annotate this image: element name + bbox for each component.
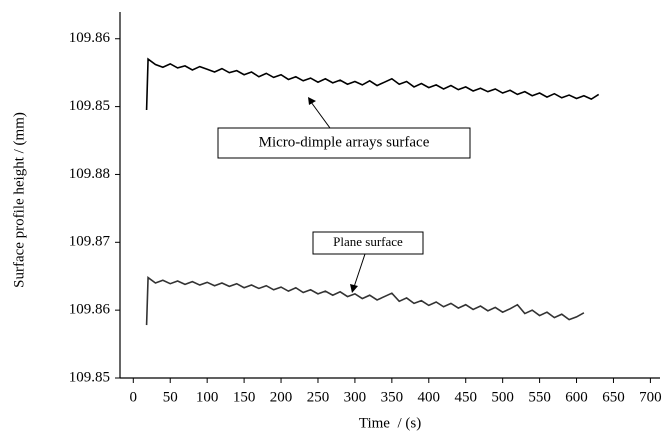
x-tick-label: 100: [196, 389, 219, 405]
x-tick-label: 700: [639, 389, 662, 405]
y-tick-label: 109.86: [69, 30, 111, 46]
x-tick-label: 0: [130, 389, 138, 405]
y-axis-title: Surface profile height / (mm): [11, 112, 27, 288]
arrow-head: [308, 97, 316, 105]
annotation: Plane surface: [333, 234, 403, 249]
y-tick-label: 109.87: [69, 234, 111, 250]
y-tick-label: 109.85: [69, 369, 110, 385]
x-tick-label: 200: [270, 389, 293, 405]
x-tick-label: 50: [163, 389, 178, 405]
x-tick-label: 350: [381, 389, 404, 405]
y-tick-label: 109.88: [69, 166, 110, 182]
x-tick-label: 150: [233, 389, 256, 405]
x-tick-label: 550: [528, 389, 551, 405]
x-tick-label: 250: [307, 389, 330, 405]
x-tick-label: 300: [344, 389, 367, 405]
x-tick-label: 600: [565, 389, 588, 405]
x-tick-label: 650: [602, 389, 625, 405]
arrow-head: [350, 284, 358, 293]
x-tick-label: 400: [418, 389, 441, 405]
x-tick-label: 450: [454, 389, 477, 405]
annotation-arrow: [310, 101, 331, 129]
annotation-arrow: [353, 253, 366, 288]
data-line: [145, 57, 600, 111]
data-line: [145, 276, 585, 326]
annotation-box: [312, 231, 424, 255]
x-axis-title: Time / (s): [359, 415, 421, 431]
x-tick-label: 500: [491, 389, 514, 405]
y-tick-label: 109.86: [69, 302, 111, 318]
annotation: Micro-dimple arrays surface: [259, 134, 430, 150]
y-tick-label: 109.85: [69, 98, 110, 114]
annotation-box: [217, 127, 471, 159]
